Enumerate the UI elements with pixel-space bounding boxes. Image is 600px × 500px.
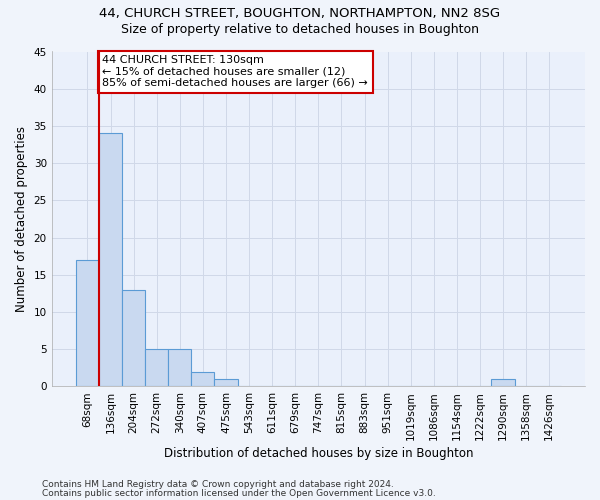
Bar [168,349,191,387]
Bar [214,379,238,386]
Bar [122,290,145,386]
Bar [76,260,99,386]
Bar [491,379,515,386]
Text: Contains public sector information licensed under the Open Government Licence v3: Contains public sector information licen… [42,488,436,498]
Text: 44 CHURCH STREET: 130sqm
← 15% of detached houses are smaller (12)
85% of semi-d: 44 CHURCH STREET: 130sqm ← 15% of detach… [103,55,368,88]
Bar [191,372,214,386]
Text: 44, CHURCH STREET, BOUGHTON, NORTHAMPTON, NN2 8SG: 44, CHURCH STREET, BOUGHTON, NORTHAMPTON… [100,8,500,20]
Y-axis label: Number of detached properties: Number of detached properties [15,126,28,312]
Bar [145,349,168,387]
Text: Contains HM Land Registry data © Crown copyright and database right 2024.: Contains HM Land Registry data © Crown c… [42,480,394,489]
X-axis label: Distribution of detached houses by size in Boughton: Distribution of detached houses by size … [164,447,473,460]
Bar [99,134,122,386]
Text: Size of property relative to detached houses in Boughton: Size of property relative to detached ho… [121,22,479,36]
